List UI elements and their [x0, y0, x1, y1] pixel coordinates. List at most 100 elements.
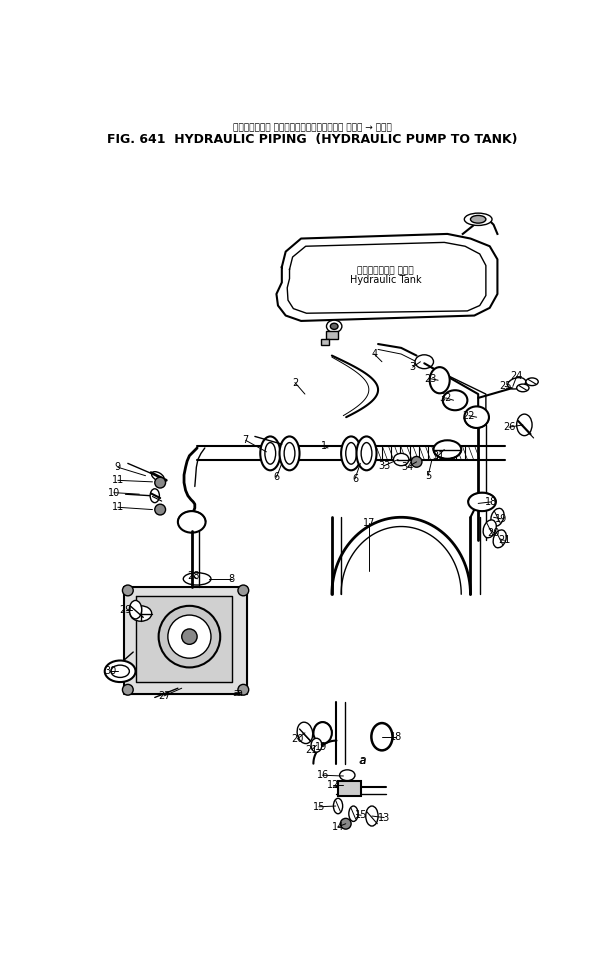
Ellipse shape [483, 520, 497, 538]
Ellipse shape [314, 722, 332, 744]
Ellipse shape [311, 738, 322, 752]
Ellipse shape [349, 806, 358, 821]
Ellipse shape [151, 471, 164, 481]
Bar [338, 780, 361, 796]
Ellipse shape [470, 215, 486, 223]
Ellipse shape [526, 378, 538, 386]
Text: 14: 14 [332, 822, 344, 832]
Ellipse shape [130, 606, 152, 621]
Text: 7: 7 [243, 435, 249, 445]
Ellipse shape [356, 436, 376, 470]
Text: 9: 9 [115, 463, 121, 472]
Ellipse shape [468, 493, 496, 511]
Text: a: a [360, 756, 365, 766]
Ellipse shape [464, 406, 489, 428]
Bar [326, 331, 338, 339]
Ellipse shape [434, 440, 461, 459]
Polygon shape [124, 586, 247, 694]
Text: a: a [359, 754, 367, 768]
Text: 21: 21 [306, 745, 318, 755]
Text: 6: 6 [352, 473, 358, 484]
Ellipse shape [341, 436, 361, 470]
Text: 11: 11 [112, 503, 124, 512]
Ellipse shape [284, 442, 295, 465]
Text: 6: 6 [273, 472, 279, 482]
Ellipse shape [393, 453, 409, 466]
Text: 31: 31 [432, 451, 444, 461]
Text: 16: 16 [317, 770, 329, 780]
Ellipse shape [155, 505, 165, 515]
Text: 11: 11 [112, 475, 124, 485]
Text: 23: 23 [424, 374, 437, 384]
Text: 20: 20 [291, 734, 303, 744]
Text: 28: 28 [187, 571, 199, 581]
Ellipse shape [371, 723, 393, 751]
Text: a: a [237, 688, 242, 697]
Ellipse shape [340, 818, 351, 829]
Text: 10: 10 [108, 488, 120, 498]
Ellipse shape [372, 724, 392, 750]
Ellipse shape [111, 665, 129, 678]
Text: 34: 34 [401, 463, 414, 472]
Text: 15: 15 [312, 802, 325, 811]
Ellipse shape [183, 573, 211, 585]
Text: 18: 18 [485, 497, 497, 506]
Circle shape [159, 606, 220, 667]
Ellipse shape [376, 729, 388, 745]
Ellipse shape [265, 442, 276, 465]
Ellipse shape [517, 384, 529, 392]
Text: 18: 18 [390, 731, 402, 742]
Ellipse shape [491, 508, 504, 526]
Text: 2: 2 [292, 378, 298, 388]
Text: 15: 15 [355, 810, 367, 820]
Ellipse shape [340, 769, 355, 780]
Text: 22: 22 [463, 411, 475, 421]
Text: 25: 25 [499, 382, 511, 392]
Circle shape [168, 615, 211, 658]
Circle shape [238, 685, 249, 695]
Text: Hydraulic Tank: Hydraulic Tank [350, 275, 422, 285]
Text: 8: 8 [229, 574, 235, 583]
Ellipse shape [334, 799, 343, 813]
Ellipse shape [150, 489, 159, 503]
Text: ハイドロリック タンク: ハイドロリック タンク [357, 266, 414, 276]
Ellipse shape [326, 320, 342, 332]
Ellipse shape [260, 436, 280, 470]
Ellipse shape [105, 660, 135, 682]
Text: 4: 4 [371, 349, 378, 359]
Circle shape [123, 685, 133, 695]
Ellipse shape [366, 806, 378, 826]
Ellipse shape [129, 600, 142, 618]
Ellipse shape [429, 367, 450, 393]
Ellipse shape [155, 477, 165, 488]
Text: ハイドロリック パイピング　ハイドロリック ポンプ → タンク: ハイドロリック パイピング ハイドロリック ポンプ → タンク [233, 123, 392, 132]
Ellipse shape [464, 213, 492, 225]
Text: 20: 20 [487, 528, 500, 538]
Ellipse shape [279, 436, 300, 470]
Text: 19: 19 [315, 742, 327, 752]
Text: 12: 12 [327, 780, 340, 790]
Circle shape [123, 585, 133, 596]
Ellipse shape [493, 530, 506, 547]
Text: 29: 29 [120, 605, 132, 615]
Ellipse shape [508, 378, 526, 389]
Ellipse shape [517, 414, 532, 435]
Text: a: a [232, 688, 239, 697]
Text: 1: 1 [321, 441, 327, 451]
Ellipse shape [411, 457, 422, 468]
Circle shape [182, 629, 197, 645]
Text: 26: 26 [503, 422, 515, 432]
Text: 33: 33 [378, 461, 390, 470]
Ellipse shape [443, 391, 467, 410]
Ellipse shape [178, 511, 206, 533]
Ellipse shape [331, 323, 338, 329]
Ellipse shape [297, 722, 313, 743]
Text: 5: 5 [425, 470, 431, 481]
Polygon shape [276, 234, 497, 320]
Ellipse shape [361, 442, 372, 465]
Circle shape [238, 585, 249, 596]
Text: FIG. 641  HYDRAULIC PIPING  (HYDRAULIC PUMP TO TANK): FIG. 641 HYDRAULIC PIPING (HYDRAULIC PUM… [107, 133, 518, 146]
Text: 19: 19 [495, 514, 508, 524]
Text: 24: 24 [511, 371, 523, 382]
Ellipse shape [415, 355, 434, 369]
